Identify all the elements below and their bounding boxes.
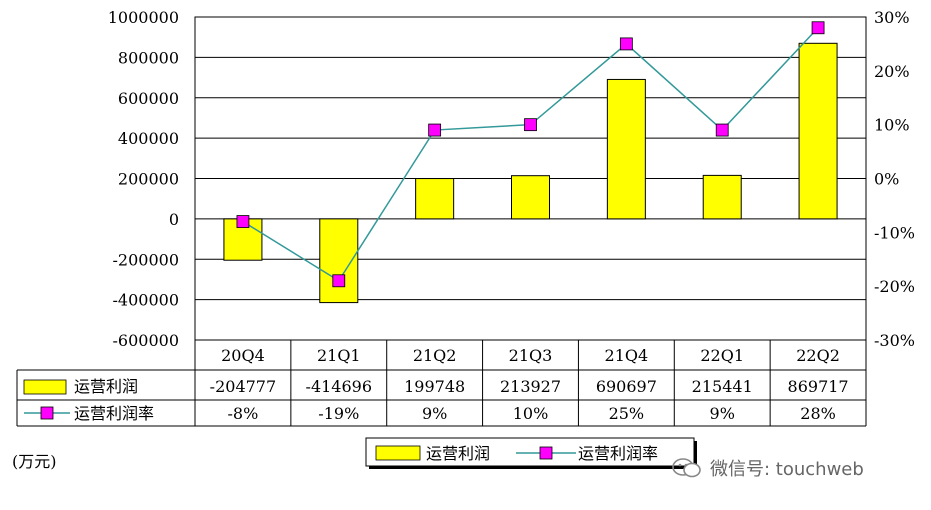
table-value: 28% — [800, 404, 836, 423]
category-label: 21Q1 — [317, 346, 361, 365]
legend-label: 运营利润 — [426, 444, 490, 463]
right-tick-label: 20% — [874, 62, 910, 81]
left-tick-label: -600000 — [113, 331, 179, 350]
bar — [702, 174, 742, 220]
left-tick-label: 200000 — [118, 170, 179, 189]
left-tick-label: 400000 — [118, 129, 179, 148]
bar — [319, 218, 359, 304]
row-header: 运营利润 — [74, 377, 138, 396]
bar — [511, 175, 550, 220]
table-value: 10% — [513, 404, 549, 423]
bar — [606, 78, 646, 220]
table-value: 215441 — [692, 377, 753, 396]
category-label: 21Q4 — [605, 346, 649, 365]
category-label: 21Q3 — [509, 346, 553, 365]
category-label: 20Q4 — [221, 346, 265, 365]
line-marker — [619, 37, 633, 51]
line-marker — [428, 123, 442, 137]
unit-label: (万元) — [12, 452, 57, 471]
table-value: -19% — [318, 404, 359, 423]
category-label: 22Q2 — [796, 346, 840, 365]
right-tick-label: -20% — [874, 277, 915, 296]
legend — [365, 437, 695, 467]
right-tick-label: -10% — [874, 223, 915, 242]
line-marker — [524, 118, 537, 132]
right-tick-label: 10% — [874, 116, 910, 135]
category-label: 22Q1 — [700, 346, 744, 365]
table-value: -8% — [228, 404, 259, 423]
left-tick-label: 1000000 — [108, 8, 179, 27]
wechat-icon — [672, 458, 701, 478]
bar — [798, 42, 838, 220]
line-marker — [715, 123, 729, 137]
table-value: -204777 — [210, 377, 276, 396]
right-tick-label: 30% — [874, 8, 910, 27]
row-header: 运营利润率 — [74, 404, 154, 423]
left-tick-label: -200000 — [113, 250, 179, 269]
left-tick-label: 0 — [169, 210, 179, 229]
table-value: 199748 — [404, 377, 465, 396]
table-value: 869717 — [788, 377, 849, 396]
table-value: 213927 — [500, 377, 561, 396]
watermark: 微信号: touchweb — [672, 455, 864, 481]
bar — [415, 178, 455, 220]
legend-key-bar — [375, 445, 421, 461]
legend-key-bar — [23, 379, 67, 395]
left-tick-label: -400000 — [113, 291, 179, 310]
table-value: 9% — [422, 404, 447, 423]
left-tick-label: 800000 — [118, 48, 179, 67]
category-label: 21Q2 — [413, 346, 457, 365]
left-tick-label: 600000 — [118, 89, 179, 108]
table-value: 690697 — [596, 377, 657, 396]
line-marker — [332, 274, 346, 288]
legend-key-marker — [539, 446, 553, 460]
table-value: 9% — [710, 404, 735, 423]
legend-label: 运营利润率 — [578, 444, 658, 463]
table-value: 25% — [609, 404, 645, 423]
legend-key-marker — [40, 406, 54, 420]
right-tick-label: 0% — [874, 170, 899, 189]
line-marker — [811, 21, 825, 35]
line-marker — [236, 215, 250, 228]
right-tick-label: -30% — [874, 331, 915, 350]
watermark-text: 微信号: touchweb — [710, 459, 864, 480]
table-value: -414696 — [306, 377, 372, 396]
